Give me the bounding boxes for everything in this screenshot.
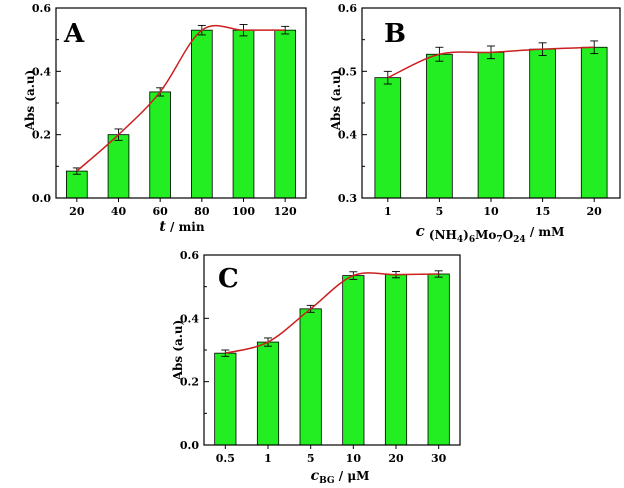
x-axis-label-c: cBG / μM	[311, 468, 370, 486]
plot-frame-c	[203, 254, 461, 446]
bar-c-2	[299, 308, 322, 446]
x-tick-label-b-1: 5	[436, 205, 444, 218]
bar-b-0	[374, 77, 402, 199]
bar-b-2	[477, 51, 505, 199]
bar-a-2	[149, 91, 171, 199]
y-tick-label-b-1: 0.4	[338, 129, 357, 142]
y-axis-label-a: Abs (a.u)	[23, 70, 37, 132]
panel-letter-b: B	[384, 19, 406, 49]
x-tick-label-a-0: 20	[69, 205, 85, 218]
x-tick-label-a-5: 120	[274, 205, 297, 218]
x-tick-label-c-5: 30	[431, 452, 447, 465]
y-tick-label-b-3: 0.6	[338, 2, 357, 15]
fit-curve-a	[76, 24, 286, 172]
x-axis-label-a: t / min	[159, 219, 204, 235]
x-tick-label-c-3: 10	[346, 452, 362, 465]
x-tick-label-a-1: 40	[111, 205, 127, 218]
y-tick-label-c-1: 0.2	[180, 376, 199, 389]
x-tick-label-b-3: 15	[535, 205, 550, 218]
bar-a-4	[232, 29, 255, 199]
x-tick-label-c-1: 1	[264, 452, 272, 465]
x-axis-label-b: c (NH4)6Mo7O24 / mM	[416, 222, 565, 245]
bar-b-4	[580, 46, 608, 199]
y-axis-label-b: Abs (a.u)	[329, 70, 343, 132]
bar-c-3	[342, 275, 365, 446]
bar-a-0	[66, 170, 88, 199]
x-tick-label-c-0: 0.5	[216, 452, 235, 465]
y-tick-label-a-0: 0.0	[32, 192, 51, 205]
x-tick-label-b-4: 20	[587, 205, 603, 218]
chart-panel-c: C Abs (a.u) cBG / μM 0.0 0.2 0.4 0.6 0.5 1 5 10…	[171, 249, 461, 486]
y-axis-label-c: Abs (a.u)	[171, 320, 185, 382]
y-tick-label-c-2: 0.4	[180, 312, 199, 325]
bar-c-0	[214, 352, 237, 446]
x-tick-label-c-2: 5	[307, 452, 315, 465]
x-tick-label-a-4: 100	[232, 205, 255, 218]
plot-frame-a	[55, 7, 307, 199]
bar-b-3	[529, 48, 556, 199]
panel-letter-c: C	[218, 264, 239, 294]
panel-letter-a: A	[63, 19, 85, 49]
y-tick-label-a-2: 0.4	[32, 65, 51, 78]
bar-b-1	[426, 53, 453, 199]
bar-a-1	[107, 134, 130, 199]
x-tick-label-a-2: 60	[153, 205, 169, 218]
x-tick-label-b-0: 1	[384, 205, 392, 218]
y-tick-label-c-3: 0.6	[180, 249, 199, 262]
bar-c-5	[427, 273, 450, 446]
y-tick-label-b-0: 0.3	[338, 192, 357, 205]
chart-panel-b: B Abs (a.u) c (NH4)6Mo7O24 / mM 0.3 0.4 0.…	[329, 2, 621, 245]
y-tick-label-a-3: 0.6	[32, 2, 51, 15]
x-tick-label-a-3: 80	[194, 205, 210, 218]
plot-frame-b	[361, 7, 621, 199]
x-tick-label-b-2: 10	[483, 205, 499, 218]
y-tick-label-a-1: 0.2	[32, 129, 51, 142]
bar-c-4	[384, 274, 408, 446]
y-tick-label-c-0: 0.0	[180, 439, 199, 452]
fit-curve-c	[225, 272, 439, 354]
bar-a-3	[191, 29, 213, 199]
chart-panel-a: A Abs (a.u) t / min 0.0 0.2 0.4 0.6 20 40 60 80…	[23, 2, 307, 235]
bar-c-1	[256, 341, 280, 446]
bar-a-5	[274, 29, 296, 199]
x-tick-label-c-4: 20	[388, 452, 404, 465]
fit-curve-b	[387, 46, 595, 79]
y-tick-label-b-2: 0.5	[338, 65, 357, 78]
